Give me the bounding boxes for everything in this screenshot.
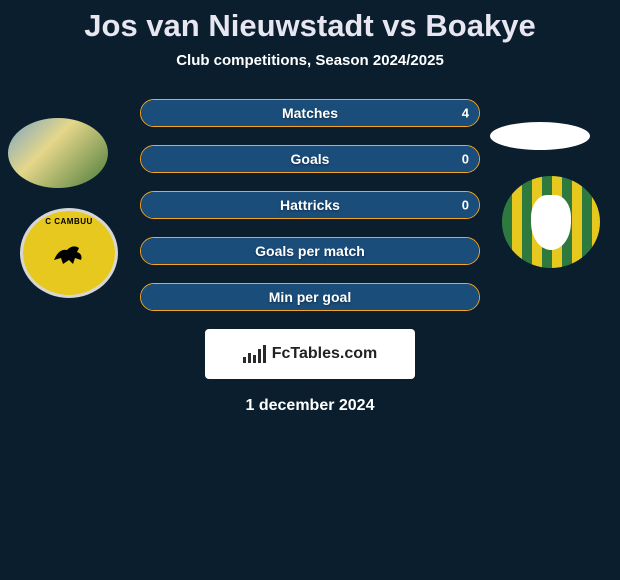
club-left-animal-icon bbox=[49, 238, 89, 268]
stat-value-right: 0 bbox=[462, 198, 469, 213]
stats-container: Matches4 Goals0 Hattricks0 Goals per match M… bbox=[140, 99, 480, 311]
player1-avatar bbox=[8, 118, 108, 188]
logo-text: FcTables.com bbox=[272, 345, 378, 363]
page-title: Jos van Nieuwstadt vs Boakye bbox=[0, 0, 620, 46]
stat-row: Matches4 bbox=[140, 99, 480, 127]
stat-row: Min per goal bbox=[140, 283, 480, 311]
club-right-bird-icon bbox=[531, 195, 571, 250]
stat-row: Hattricks0 bbox=[140, 191, 480, 219]
date-label: 1 december 2024 bbox=[0, 397, 620, 415]
bar-chart-icon bbox=[243, 345, 266, 363]
fctables-logo[interactable]: FcTables.com bbox=[205, 329, 415, 379]
stat-fill-left bbox=[141, 284, 479, 310]
stat-row: Goals0 bbox=[140, 145, 480, 173]
stat-fill-left bbox=[141, 100, 479, 126]
stat-value-right: 0 bbox=[462, 152, 469, 167]
club-right-badge bbox=[502, 176, 600, 268]
stat-value-right: 4 bbox=[462, 106, 469, 121]
club-left-badge: C CAMBUU bbox=[20, 208, 118, 298]
stat-fill-left bbox=[141, 146, 479, 172]
player2-avatar bbox=[490, 122, 590, 150]
stat-fill-left bbox=[141, 238, 479, 264]
stat-fill-left bbox=[141, 192, 479, 218]
subtitle: Club competitions, Season 2024/2025 bbox=[0, 46, 620, 81]
club-left-label: C CAMBUU bbox=[23, 217, 115, 226]
stat-row: Goals per match bbox=[140, 237, 480, 265]
